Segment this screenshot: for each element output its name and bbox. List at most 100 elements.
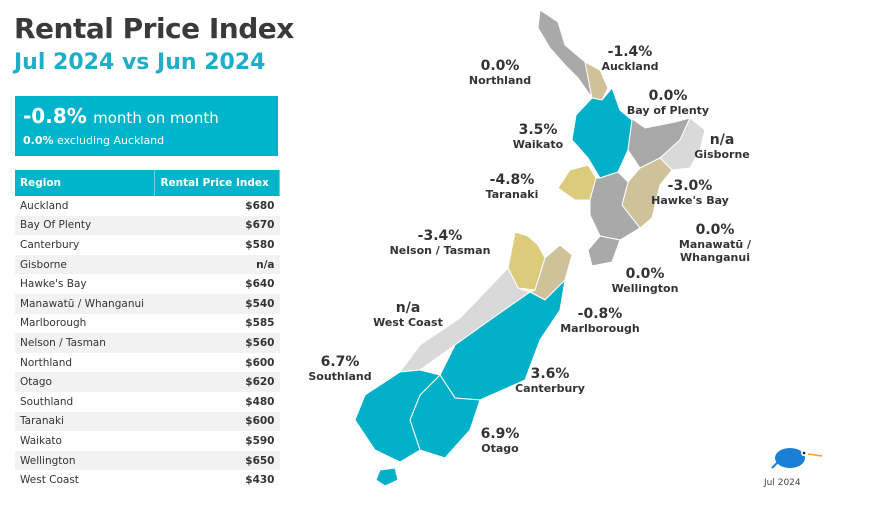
region-label: Hawke's Bay [651, 194, 729, 207]
table-row: Southland $480 [15, 392, 280, 412]
region-index: $600 [245, 356, 275, 369]
region-index: $640 [245, 278, 275, 291]
region-label: Northland [468, 74, 532, 87]
table-row: Otago $620 [15, 372, 280, 392]
kpi-label: month on month [93, 109, 219, 127]
table-row: Auckland $680 [15, 196, 280, 216]
kpi-card: -0.8% month on month 0.0% excluding Auck… [15, 96, 278, 156]
table-row: Wellington $650 [15, 450, 280, 471]
change-value: 6.7% [320, 354, 360, 370]
col-region: Region [15, 170, 156, 196]
change-value: -3.4% [417, 228, 463, 244]
map-label: -3.0% Hawke's Bay [630, 178, 750, 207]
table-row: West Coast $430 [15, 470, 280, 490]
region-gisborne[interactable] [659, 117, 706, 171]
region-name: Northland [20, 356, 73, 369]
region-waikato[interactable] [571, 87, 633, 179]
region-label: Auckland [601, 60, 659, 73]
region-name: Wellington [15, 450, 155, 471]
region-name: Bay Of Plenty [15, 215, 155, 236]
region-label: West Coast [373, 316, 443, 329]
region-label: Otago [481, 442, 519, 455]
region-wellington[interactable] [587, 235, 621, 267]
region-index: $670 [154, 215, 280, 236]
region-label: Waikato [512, 138, 564, 151]
region-name: Taranaki [15, 411, 155, 432]
region-index: $580 [245, 238, 275, 251]
region-index: $430 [245, 474, 275, 487]
table-row: Nelson / Tasman $560 [15, 333, 280, 353]
region-southland[interactable] [354, 369, 441, 463]
change-value: n/a [395, 300, 421, 316]
change-value: n/a [709, 132, 735, 148]
page-subtitle: Jul 2024 vs Jun 2024 [14, 50, 266, 75]
change-value: 6.9% [480, 426, 520, 442]
region-index: $620 [154, 372, 280, 392]
region-name: Nelson / Tasman [15, 333, 155, 353]
table-row: Waikato $590 [15, 431, 280, 451]
region-label: Bay of Plenty [626, 104, 710, 117]
region-name: Otago [15, 372, 155, 392]
region-label: Wellington [611, 282, 679, 295]
table-row: Manawatū / Whanganui $540 [15, 293, 280, 314]
region-name: West Coast [20, 474, 79, 487]
kiwi-logo-icon [771, 448, 823, 469]
region-label: Marlborough [560, 322, 640, 335]
map-label: 6.7% Southland [280, 354, 400, 383]
stewart-island[interactable] [375, 467, 399, 487]
kpi-sub-label: excluding Auckland [57, 134, 165, 147]
region-west-coast[interactable] [398, 267, 532, 373]
change-value: 0.0% [625, 266, 665, 282]
map-label: -4.8% Taranaki [452, 172, 572, 201]
region-name: Manawatū / Whanganui [15, 293, 155, 314]
change-value: -3.0% [667, 178, 713, 194]
map-label: 0.0% Bay of Plenty [608, 88, 728, 117]
kpi-sub-value: 0.0% [23, 134, 54, 147]
kpi-value: -0.8% [23, 104, 87, 128]
region-name: Southland [20, 395, 74, 408]
region-index: $585 [245, 317, 275, 330]
region-index: $480 [245, 395, 275, 408]
map-label: 3.5% Waikato [478, 122, 598, 151]
map-label: 6.9% Otago [440, 426, 560, 455]
map-label: 3.6% Canterbury [490, 366, 610, 395]
rent-table: Region Rental Price Index Auckland $680 Bay… [15, 170, 280, 490]
table-row: Gisborne n/a [15, 254, 280, 275]
change-value: -4.8% [489, 172, 535, 188]
region-label: Canterbury [515, 382, 585, 395]
table-row: Hawke's Bay $640 [15, 274, 280, 294]
map-label: 0.0% Wellington [585, 266, 705, 295]
table-row: Bay Of Plenty $670 [15, 215, 280, 236]
region-name: Waikato [20, 434, 62, 447]
region-name: Canterbury [20, 238, 80, 251]
region-name: Auckland [20, 199, 69, 212]
region-index: $590 [245, 434, 275, 447]
region-name: Marlborough [20, 317, 87, 330]
table-row: Marlborough $585 [15, 314, 280, 334]
region-label: Southland [308, 370, 372, 383]
map-label: 0.0% Manawatū / Whanganui [655, 222, 775, 264]
region-index: n/a [154, 254, 280, 275]
table-row: Canterbury $580 [15, 235, 280, 255]
table-row: Taranaki $600 [15, 411, 280, 432]
change-value: 0.0% [480, 58, 520, 74]
map-label: n/a West Coast [348, 300, 468, 329]
table-row: Northland $600 [15, 353, 280, 373]
map-label: -1.4% Auckland [570, 44, 690, 73]
map-label: n/a Gisborne [662, 132, 782, 161]
map-label: -3.4% Nelson / Tasman [380, 228, 500, 257]
region-canterbury[interactable] [439, 278, 566, 401]
change-value: -1.4% [607, 44, 653, 60]
change-value: 0.0% [695, 222, 735, 238]
region-index: $540 [154, 293, 280, 314]
region-label: Taranaki [485, 188, 539, 201]
region-label: Gisborne [694, 148, 750, 161]
region-index: $680 [245, 199, 275, 212]
region-northland[interactable] [537, 9, 599, 96]
change-value: 3.6% [530, 366, 570, 382]
region-label: Manawatū / Whanganui [678, 238, 752, 264]
report-date: Jul 2024 [764, 478, 801, 488]
map-label: -0.8% Marlborough [540, 306, 660, 335]
col-index: Rental Price Index [154, 170, 280, 196]
